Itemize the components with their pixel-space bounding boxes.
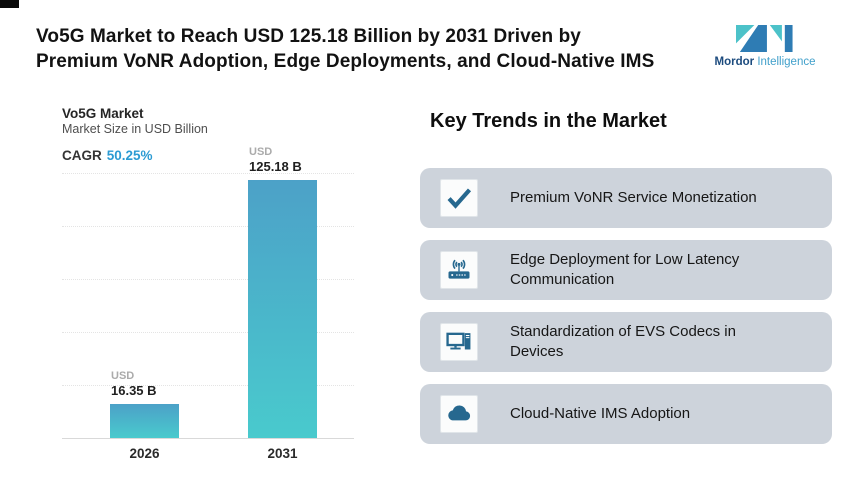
corner-mark [0,0,19,8]
trend-icon-box [440,323,478,361]
bar-2026: USD 16.35 B [110,170,179,438]
bar-data-label-2026: USD 16.35 B [111,370,201,399]
trend-card-evs-codecs: Standardization of EVS Codecs in Devices [420,312,832,372]
trend-label: Standardization of EVS Codecs in Devices [510,323,736,360]
page-title-line1: Vo5G Market to Reach USD 125.18 Billion … [36,26,581,47]
bar-value-label: 125.18 B [249,159,302,174]
chart-subtitle: Market Size in USD Billion [62,122,208,136]
trend-label: Premium VoNR Service Monetization [510,189,757,206]
brand-logo: Mordor Intelligence [714,24,816,68]
bar-2031: USD 125.18 B [248,146,317,438]
gridline [62,332,354,333]
chart-title: Vo5G Market [62,106,144,121]
bar-value-label: 16.35 B [111,383,157,398]
bar-chart: USD 16.35 B 2026 USD 125.18 B 2031 [62,146,354,461]
cloud-icon [448,405,471,421]
brand-logo-text: Mordor Intelligence [714,56,816,68]
chart-cagr: CAGR 50.25% [62,148,153,163]
page-title-line2: Premium VoNR Adoption, Edge Deployments,… [36,51,655,72]
bar-data-label-2031: USD 125.18 B [249,146,339,175]
x-axis-label-2026: 2026 [129,446,160,461]
checkmark-icon [447,188,472,209]
trend-label: Cloud-Native IMS Adoption [510,405,691,422]
gridline [62,385,354,386]
bar-currency-label: USD [111,370,135,382]
gridline [62,173,354,174]
trends-heading: Key Trends in the Market [430,110,667,132]
brand-name-primary: Mordor [714,56,755,68]
bar-currency-label: USD [249,146,273,158]
trend-label: Edge Deployment for Low Latency Communic… [510,251,740,288]
desktop-computer-icon [446,332,471,350]
page-title: Vo5G Market to Reach USD 125.18 Billion … [36,24,686,74]
bar-rect-2026 [110,404,179,438]
cagr-label: CAGR [62,148,102,163]
mordor-intelligence-logo-icon [736,24,793,53]
trend-card-premium-vonr: Premium VoNR Service Monetization [420,168,832,228]
gridline [62,279,354,280]
trend-icon-box [440,179,478,217]
trend-card-edge-deployment: Edge Deployment for Low Latency Communic… [420,240,832,300]
gridline [62,226,354,227]
router-signal-icon [448,259,470,279]
brand-name-secondary: Intelligence [757,56,816,68]
bar-rect-2031 [248,180,317,438]
trend-icon-box [440,251,478,289]
x-axis-label-2031: 2031 [267,446,298,461]
x-axis-line [62,438,354,439]
cagr-value: 50.25% [106,148,153,163]
trend-icon-box [440,395,478,433]
trend-card-cloud-native-ims: Cloud-Native IMS Adoption [420,384,832,444]
